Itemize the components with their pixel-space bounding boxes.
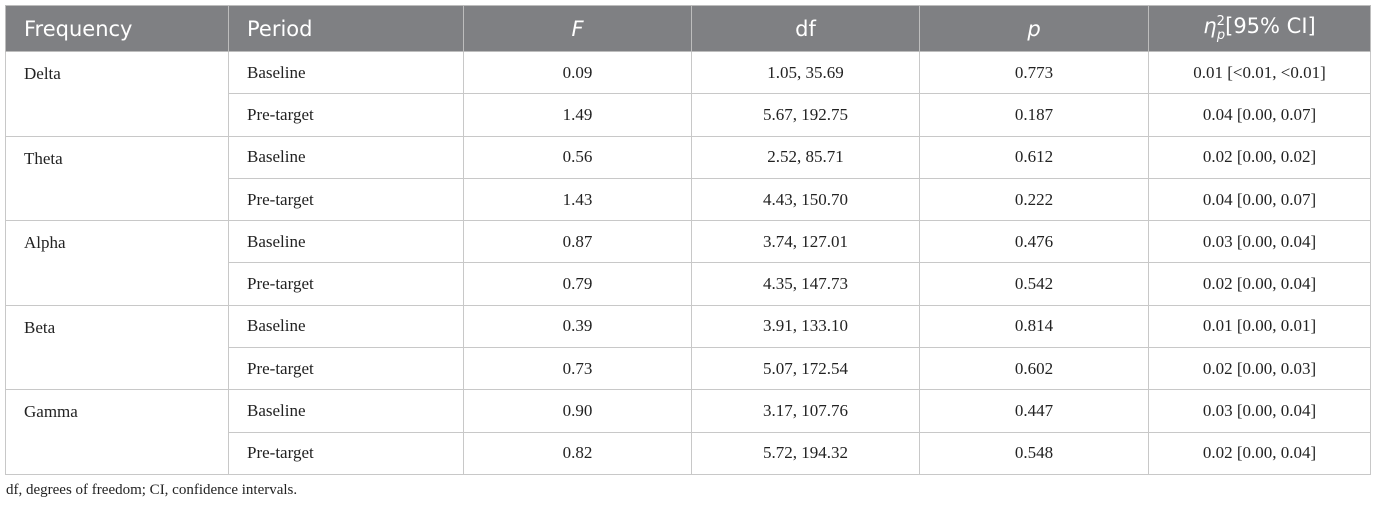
df-cell: 1.05, 35.69: [691, 50, 920, 95]
effect-cell: 0.02 [0.00, 0.04]: [1148, 431, 1371, 475]
f-cell: 0.79: [463, 262, 692, 306]
effect-cell: 0.04 [0.00, 0.07]: [1148, 93, 1371, 137]
p-cell: 0.602: [919, 347, 1149, 391]
table-row: Gamma Baseline 0.90 3.17, 107.76 0.447 0.03 […: [5, 389, 1371, 475]
f-cell: 0.82: [463, 431, 692, 475]
table-row: Pre-target 0.79 4.35, 147.73 0.542 0.02 [0.0…: [6, 262, 1371, 306]
p-cell: 0.814: [919, 304, 1149, 349]
table-header: Frequency Period F df p η2p[95% CI]: [5, 5, 1371, 52]
table-row: Delta Baseline 0.09 1.05, 35.69 0.773 0.01 [<…: [5, 50, 1371, 137]
eta-symbol: η: [1203, 14, 1217, 39]
effect-cell: 0.03 [0.00, 0.04]: [1148, 220, 1371, 264]
header-row: Frequency Period F df p η2p[95% CI]: [5, 5, 1371, 52]
effect-cell: 0.03 [0.00, 0.04]: [1148, 389, 1371, 433]
period-cell: Baseline: [228, 50, 464, 95]
f-cell: 1.49: [463, 93, 692, 137]
table-row: Theta Baseline 0.56 2.52, 85.71 0.612 0.02 [0…: [5, 135, 1371, 222]
header-cell: Period: [228, 5, 464, 52]
period-cell: Pre-target: [228, 177, 464, 222]
effect-cell: 0.04 [0.00, 0.07]: [1148, 177, 1371, 222]
frequency-cell: Delta: [5, 51, 229, 137]
f-cell: 0.90: [463, 389, 692, 433]
frequency-cell: Theta: [5, 135, 229, 222]
table-row: Pre-target 1.49 5.67, 192.75 0.187 0.04 [0.0…: [6, 93, 1371, 137]
p-cell: 0.187: [919, 93, 1149, 137]
table-row: Beta Baseline 0.39 3.91, 133.10 0.814 0.01 [0…: [5, 304, 1371, 391]
period-cell: Pre-target: [228, 347, 464, 391]
df-cell: 3.74, 127.01: [691, 220, 920, 264]
p-cell: 0.548: [919, 431, 1149, 475]
f-cell: 1.43: [463, 177, 692, 222]
eta-sup: 2: [1216, 14, 1225, 30]
df-cell: 4.35, 147.73: [691, 262, 920, 306]
header-cell: p: [919, 5, 1149, 52]
p-cell: 0.476: [919, 220, 1149, 264]
period-cell: Pre-target: [228, 262, 464, 306]
f-cell: 0.73: [463, 347, 692, 391]
eta-text: [95% CI]: [1225, 14, 1316, 39]
eta-sub: p: [1216, 27, 1226, 43]
f-cell: 0.56: [463, 135, 692, 179]
df-cell: 3.91, 133.10: [691, 304, 920, 349]
period-cell: Baseline: [228, 389, 464, 433]
df-cell: 5.72, 194.32: [691, 431, 920, 475]
df-cell: 5.67, 192.75: [691, 93, 920, 137]
header-cell: Frequency: [5, 5, 229, 52]
f-cell: 0.87: [463, 220, 692, 264]
effect-cell: 0.01 [0.00, 0.01]: [1148, 304, 1371, 349]
header-cell: F: [463, 5, 692, 52]
results-table: Frequency Period F df p η2p[95% CI] Delt…: [5, 5, 1371, 475]
df-cell: 4.43, 150.70: [691, 177, 920, 222]
df-cell: 3.17, 107.76: [691, 389, 920, 433]
period-cell: Pre-target: [228, 431, 464, 475]
period-cell: Pre-target: [228, 93, 464, 137]
table-row: Pre-target 1.43 4.43, 150.70 0.222 0.04 [0.0…: [6, 177, 1371, 222]
header-cell: df: [691, 5, 920, 52]
f-cell: 0.09: [463, 50, 692, 95]
p-cell: 0.542: [919, 262, 1149, 306]
f-cell: 0.39: [463, 304, 692, 349]
p-cell: 0.447: [919, 389, 1149, 433]
effect-cell: 0.02 [0.00, 0.03]: [1148, 347, 1371, 391]
period-cell: Baseline: [228, 304, 464, 349]
table-row: Alpha Baseline 0.87 3.74, 127.01 0.476 0.03 […: [5, 220, 1371, 306]
table-row: Pre-target 0.82 5.72, 194.32 0.548 0.02 [0.0…: [6, 431, 1371, 475]
period-cell: Baseline: [228, 220, 464, 264]
frequency-cell: Beta: [5, 304, 229, 391]
effect-cell: 0.02 [0.00, 0.02]: [1148, 135, 1371, 179]
p-cell: 0.773: [919, 50, 1149, 95]
effect-cell: 0.01 [<0.01, <0.01]: [1148, 50, 1371, 95]
footnote: df, degrees of freedom; CI, confidence i…: [6, 482, 298, 498]
p-cell: 0.222: [919, 177, 1149, 222]
period-cell: Baseline: [228, 135, 464, 179]
table-body: Delta Baseline 0.09 1.05, 35.69 0.773 0.01 [<…: [5, 50, 1371, 475]
frequency-cell: Gamma: [5, 389, 229, 475]
header-cell: η2p[95% CI]: [1148, 5, 1371, 52]
df-cell: 5.07, 172.54: [691, 347, 920, 391]
p-cell: 0.612: [919, 135, 1149, 179]
frequency-cell: Alpha: [5, 220, 229, 306]
effect-cell: 0.02 [0.00, 0.04]: [1148, 262, 1371, 306]
df-cell: 2.52, 85.71: [691, 135, 920, 179]
